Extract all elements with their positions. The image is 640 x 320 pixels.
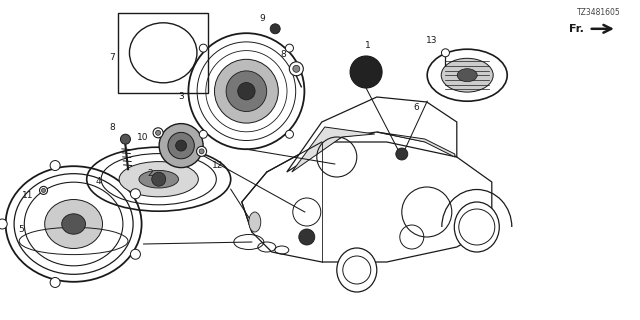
- Text: 2: 2: [147, 169, 153, 178]
- Circle shape: [237, 83, 255, 100]
- Circle shape: [459, 209, 495, 245]
- Text: 11: 11: [22, 191, 33, 200]
- Circle shape: [199, 44, 207, 52]
- Circle shape: [199, 149, 204, 154]
- Text: 10: 10: [136, 133, 148, 142]
- Polygon shape: [287, 97, 457, 172]
- Text: 12: 12: [212, 161, 223, 170]
- Circle shape: [50, 277, 60, 287]
- Circle shape: [42, 188, 45, 192]
- Circle shape: [168, 132, 195, 159]
- Text: 8: 8: [280, 50, 286, 59]
- Circle shape: [226, 71, 267, 111]
- Circle shape: [156, 130, 161, 135]
- Ellipse shape: [249, 212, 261, 232]
- Text: 8: 8: [109, 123, 115, 132]
- Text: Fr.: Fr.: [569, 24, 584, 34]
- Circle shape: [50, 161, 60, 171]
- Ellipse shape: [457, 69, 477, 82]
- Ellipse shape: [119, 162, 198, 197]
- Ellipse shape: [45, 200, 102, 248]
- Ellipse shape: [61, 214, 86, 234]
- Circle shape: [153, 128, 163, 138]
- Circle shape: [131, 189, 140, 199]
- Circle shape: [442, 49, 449, 57]
- Text: 1: 1: [365, 42, 371, 51]
- Circle shape: [175, 140, 187, 151]
- Circle shape: [299, 229, 315, 245]
- Circle shape: [396, 148, 408, 160]
- Polygon shape: [242, 142, 492, 262]
- Circle shape: [285, 130, 294, 138]
- Circle shape: [285, 44, 294, 52]
- Text: 9: 9: [259, 14, 265, 23]
- Circle shape: [343, 256, 371, 284]
- Bar: [118, 13, 208, 93]
- Text: 7: 7: [109, 53, 115, 62]
- Ellipse shape: [454, 202, 499, 252]
- Circle shape: [199, 130, 207, 138]
- Text: 13: 13: [426, 36, 438, 45]
- Circle shape: [131, 249, 140, 259]
- Text: 6: 6: [413, 103, 419, 112]
- Circle shape: [214, 59, 278, 123]
- Polygon shape: [292, 127, 375, 172]
- Text: 4: 4: [95, 177, 100, 186]
- Circle shape: [196, 146, 207, 156]
- Circle shape: [152, 172, 166, 186]
- Circle shape: [350, 56, 382, 88]
- Ellipse shape: [441, 58, 493, 92]
- Text: 3: 3: [179, 92, 184, 101]
- Circle shape: [0, 219, 7, 229]
- Circle shape: [40, 186, 47, 194]
- Ellipse shape: [337, 248, 377, 292]
- Circle shape: [293, 65, 300, 72]
- Text: 5: 5: [18, 225, 24, 234]
- Circle shape: [159, 124, 203, 168]
- Circle shape: [289, 62, 303, 76]
- Circle shape: [120, 134, 131, 144]
- Circle shape: [270, 24, 280, 34]
- Text: TZ3481605: TZ3481605: [577, 8, 621, 17]
- Ellipse shape: [139, 170, 179, 188]
- Polygon shape: [377, 132, 455, 157]
